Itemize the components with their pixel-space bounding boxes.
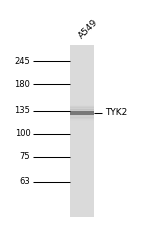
Text: A549: A549 (77, 17, 100, 40)
Bar (70, 106, 94, 107)
Text: 63: 63 (20, 177, 30, 186)
Bar (70, 107, 94, 108)
Bar (70, 119, 94, 120)
Text: 100: 100 (15, 129, 30, 138)
Text: TYK2: TYK2 (105, 108, 127, 117)
Bar (70, 115, 94, 116)
Bar (70, 109, 94, 110)
Bar (70, 106, 94, 107)
Bar (70, 107, 94, 108)
Bar (70, 118, 94, 119)
Bar (70, 108, 94, 109)
Bar (70, 45, 94, 217)
Bar (70, 116, 94, 117)
Bar (70, 116, 94, 117)
Text: 135: 135 (15, 106, 30, 115)
Bar (70, 105, 94, 106)
Text: 180: 180 (15, 80, 30, 89)
Bar (70, 109, 94, 110)
Bar (70, 111, 94, 115)
Text: 75: 75 (20, 152, 30, 161)
Text: 245: 245 (15, 57, 30, 66)
Bar (70, 120, 94, 121)
Bar (70, 117, 94, 118)
Bar (70, 117, 94, 118)
Bar (70, 110, 94, 111)
